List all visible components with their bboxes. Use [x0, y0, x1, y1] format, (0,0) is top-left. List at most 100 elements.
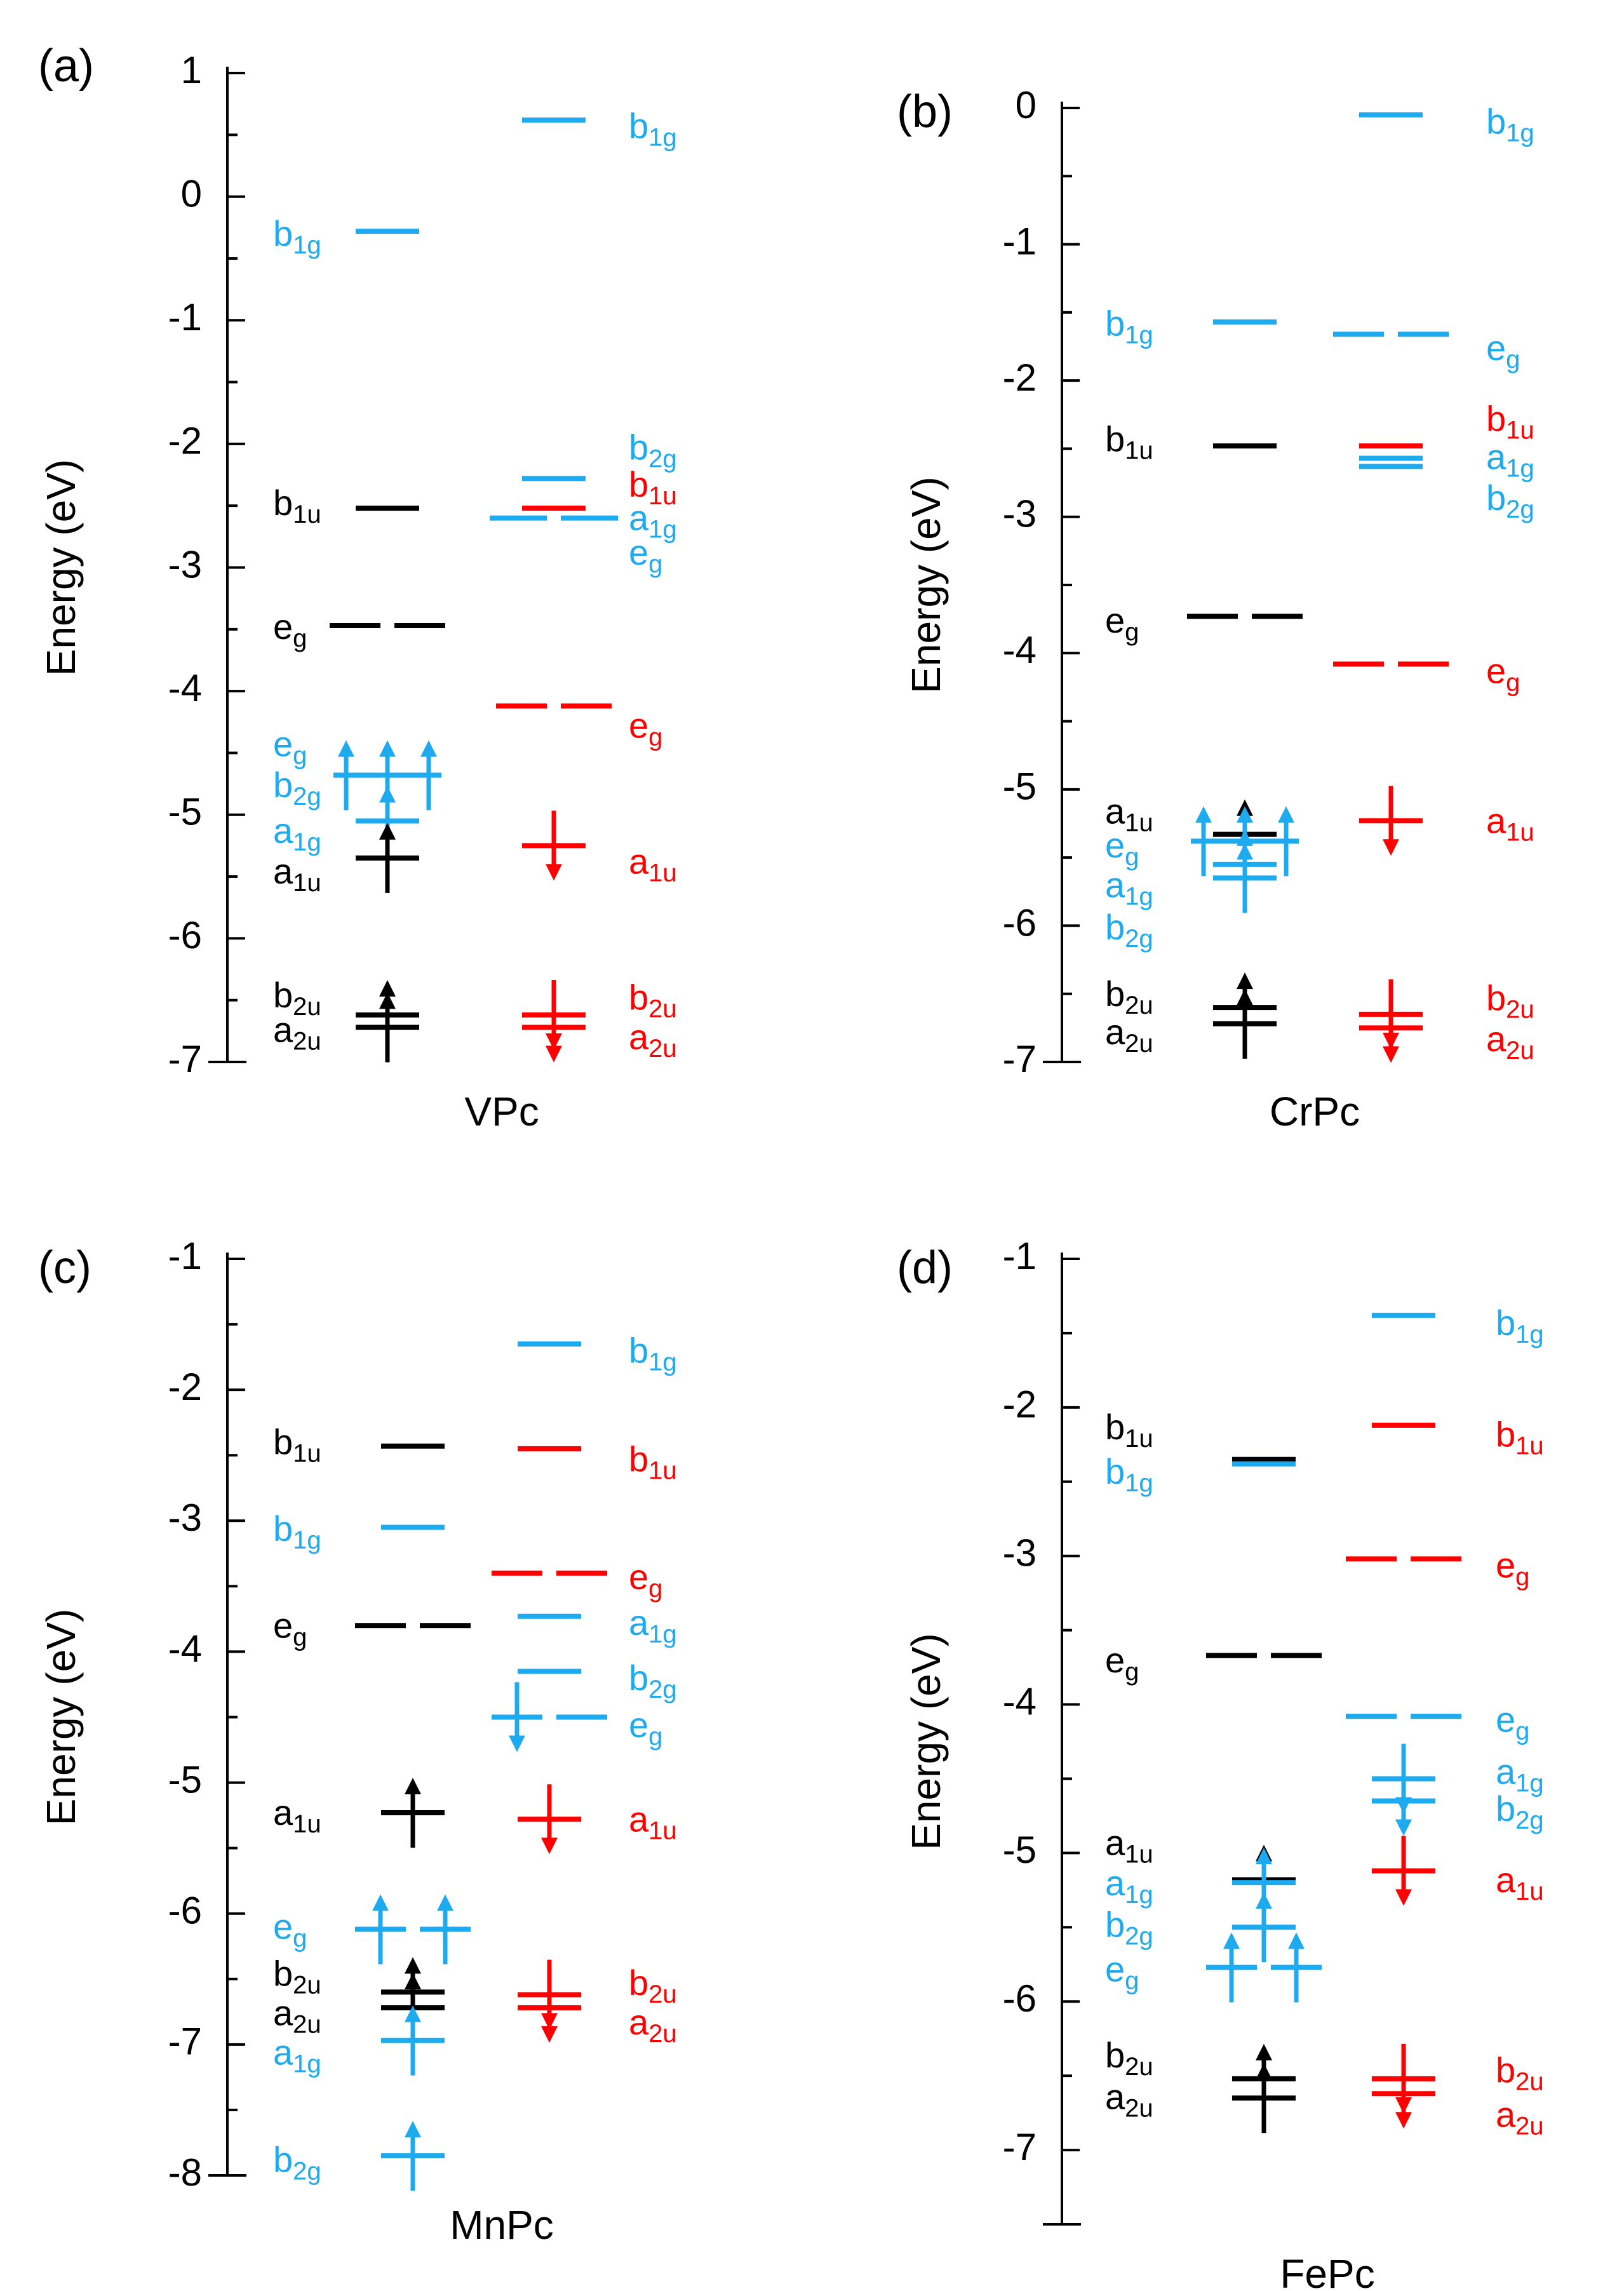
electron-arrow: [379, 823, 396, 893]
y-tick-label: -6: [168, 914, 202, 957]
energy-level: [1359, 993, 1423, 1063]
orbital-label: b2u: [1105, 2035, 1153, 2081]
y-axis-label: Energy (eV): [903, 476, 949, 693]
y-tick-label: -1: [1003, 1235, 1037, 1277]
y-tick-label: -3: [168, 1496, 202, 1539]
orbital-label: b2g: [1496, 1789, 1544, 1834]
panel-label: (b): [897, 86, 953, 137]
electron-arrow: [372, 1894, 389, 1965]
energy-level: [492, 1682, 607, 1752]
orbital-label: a2u: [629, 2002, 677, 2048]
energy-level: [381, 1777, 445, 1848]
orbital-label: b1g: [1105, 303, 1153, 349]
energy-level: [1213, 843, 1277, 913]
electron-arrow: [379, 992, 396, 1063]
molecule-name: FePc: [1280, 2251, 1374, 2291]
energy-level: [1372, 1766, 1435, 1836]
orbital-label: eg: [1105, 825, 1139, 871]
panel-fepc: (d)Energy (eV)-1-2-3-4-5-6-7b1ub1gega1ua…: [897, 1235, 1544, 2291]
electron-arrow: [509, 1682, 525, 1752]
orbital-label: a1u: [1105, 791, 1153, 836]
y-tick-label: -2: [168, 1366, 202, 1408]
y-tick-label: -3: [168, 543, 202, 586]
energy-level: [522, 810, 586, 881]
y-tick-label: -6: [1003, 1977, 1037, 2020]
molecule-name: VPc: [464, 1089, 539, 1134]
panel-label: (a): [38, 41, 94, 91]
orbital-label: b2g: [273, 2139, 321, 2185]
orbital-label: b2g: [629, 427, 677, 473]
panel-crpc: (b)Energy (eV)0-1-2-3-4-5-6-7b1gb1uega1u…: [897, 84, 1534, 1134]
orbital-label: b1u: [629, 464, 677, 510]
orbital-label: eg: [629, 1557, 662, 1602]
orbital-label: a2u: [273, 1992, 321, 2038]
orbital-label: a1g: [1105, 1863, 1153, 1909]
panel-mnpc: (c)Energy (eV)-1-2-3-4-5-6-7-8b1ub1gega1…: [38, 1235, 677, 2248]
y-axis-label: Energy (eV): [903, 1633, 949, 1850]
electron-arrow: [1383, 786, 1399, 856]
orbital-label: eg: [1105, 1949, 1139, 1994]
electron-arrow: [405, 1777, 421, 1848]
orbital-label: eg: [1105, 600, 1139, 646]
electron-arrow: [546, 992, 562, 1063]
electron-arrow: [338, 740, 354, 810]
electron-arrow: [405, 2005, 421, 2076]
electron-arrow: [1237, 843, 1253, 913]
orbital-label: b2u: [1486, 978, 1534, 1023]
y-tick-label: -4: [1003, 629, 1037, 671]
electron-arrow: [1395, 2059, 1412, 2129]
electron-arrow: [1237, 988, 1253, 1059]
orbital-label: b1u: [629, 1439, 677, 1484]
y-tick-label: -5: [168, 1758, 202, 1801]
panel-label: (d): [897, 1242, 953, 1293]
energy-level: [381, 2121, 445, 2191]
energy-level: [1213, 988, 1277, 1059]
y-tick-label: 0: [181, 172, 202, 215]
electron-arrow: [541, 1784, 558, 1855]
y-tick-label: -5: [1003, 765, 1037, 808]
y-tick-label: 0: [1016, 84, 1037, 126]
orbital-label: eg: [1496, 1545, 1529, 1590]
orbital-label: a1g: [273, 2032, 321, 2078]
orbital-label: b1g: [1496, 1303, 1544, 1348]
energy-level: [1232, 2063, 1296, 2133]
orbital-label: eg: [1486, 650, 1520, 696]
orbital-label: a2u: [1105, 1012, 1153, 1058]
orbital-label: b1u: [273, 1422, 321, 1468]
orbital-label: a2u: [1496, 2094, 1544, 2140]
y-axis-label: Energy (eV): [38, 1609, 84, 1825]
orbital-label: eg: [273, 607, 307, 652]
electron-arrow: [1256, 2063, 1272, 2133]
y-tick-label: -2: [1003, 356, 1037, 399]
y-tick-label: -3: [1003, 493, 1037, 535]
energy-level: [1372, 1836, 1435, 1906]
orbital-label: b1g: [1486, 102, 1534, 147]
orbital-label: b2g: [1486, 478, 1534, 523]
y-tick-label: -6: [168, 1890, 202, 1932]
energy-level: [381, 2005, 445, 2076]
orbital-label: a2u: [273, 1009, 321, 1055]
y-tick-label: -5: [168, 791, 202, 833]
energy-level: [1232, 1892, 1296, 1963]
energy-level: [1359, 786, 1423, 856]
molecule-name: CrPc: [1270, 1089, 1360, 1134]
y-tick-label: 1: [181, 49, 202, 91]
orbital-label: a1u: [1105, 1822, 1153, 1868]
y-tick-label: -2: [168, 420, 202, 462]
orbital-label: a1g: [1486, 436, 1534, 482]
y-tick-label: -5: [1003, 1829, 1037, 1871]
orbital-label: a1g: [1496, 1751, 1544, 1797]
orbital-label: a2u: [1105, 2076, 1153, 2122]
orbital-label: b1g: [629, 1330, 677, 1376]
orbital-label: eg: [1105, 1640, 1139, 1686]
energy-level: [1372, 2059, 1435, 2129]
y-tick-label: -3: [1003, 1532, 1037, 1575]
y-tick-label: -4: [1003, 1680, 1037, 1723]
electron-arrow: [420, 740, 437, 810]
y-axis-label: Energy (eV): [38, 459, 84, 676]
electron-arrow: [1223, 1932, 1240, 2003]
y-tick-label: -7: [1003, 1038, 1037, 1080]
y-tick-label: -4: [168, 667, 202, 709]
electron-arrow: [1395, 1766, 1412, 1836]
